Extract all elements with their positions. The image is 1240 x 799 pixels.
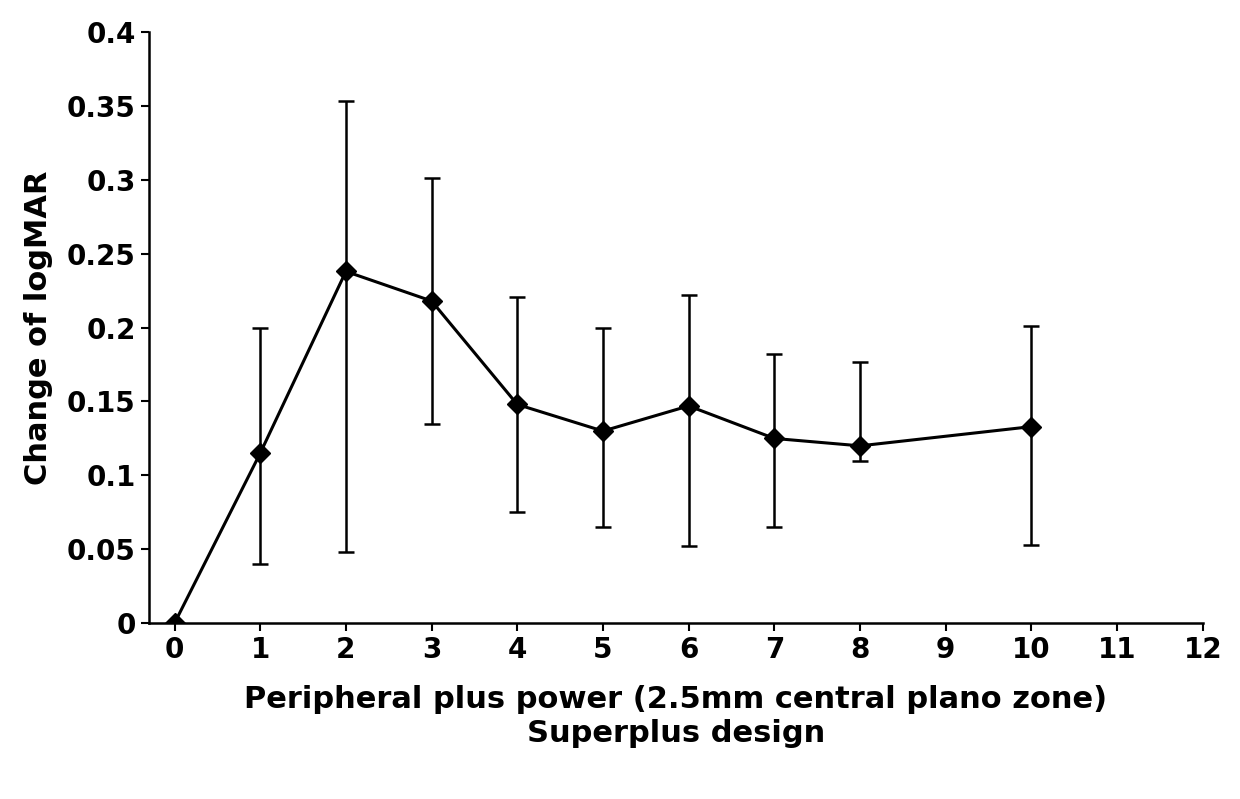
Y-axis label: Change of logMAR: Change of logMAR (24, 170, 53, 485)
X-axis label: Peripheral plus power (2.5mm central plano zone)
Superplus design: Peripheral plus power (2.5mm central pla… (244, 686, 1107, 748)
